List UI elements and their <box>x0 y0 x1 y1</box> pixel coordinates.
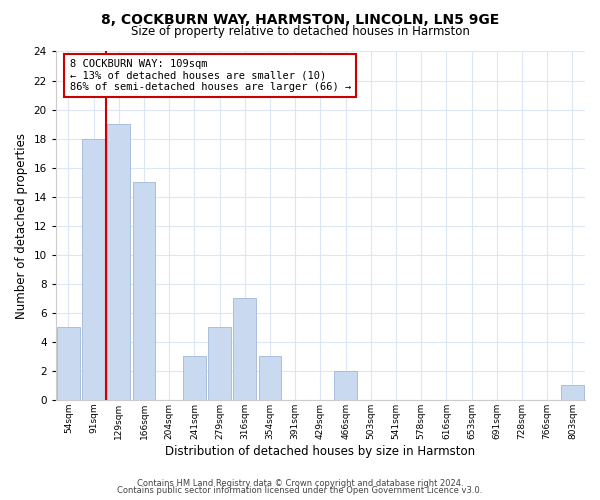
Bar <box>334 371 357 400</box>
Bar <box>208 327 231 400</box>
Bar <box>233 298 256 400</box>
Bar <box>133 182 155 400</box>
Text: 8, COCKBURN WAY, HARMSTON, LINCOLN, LN5 9GE: 8, COCKBURN WAY, HARMSTON, LINCOLN, LN5 … <box>101 12 499 26</box>
Bar <box>259 356 281 400</box>
Text: 8 COCKBURN WAY: 109sqm
← 13% of detached houses are smaller (10)
86% of semi-det: 8 COCKBURN WAY: 109sqm ← 13% of detached… <box>70 59 351 92</box>
Bar <box>57 327 80 400</box>
Text: Size of property relative to detached houses in Harmston: Size of property relative to detached ho… <box>131 25 469 38</box>
X-axis label: Distribution of detached houses by size in Harmston: Distribution of detached houses by size … <box>166 444 475 458</box>
Bar <box>183 356 206 400</box>
Bar <box>82 138 105 400</box>
Y-axis label: Number of detached properties: Number of detached properties <box>15 132 28 318</box>
Bar <box>107 124 130 400</box>
Text: Contains public sector information licensed under the Open Government Licence v3: Contains public sector information licen… <box>118 486 482 495</box>
Text: Contains HM Land Registry data © Crown copyright and database right 2024.: Contains HM Land Registry data © Crown c… <box>137 478 463 488</box>
Bar <box>561 386 584 400</box>
